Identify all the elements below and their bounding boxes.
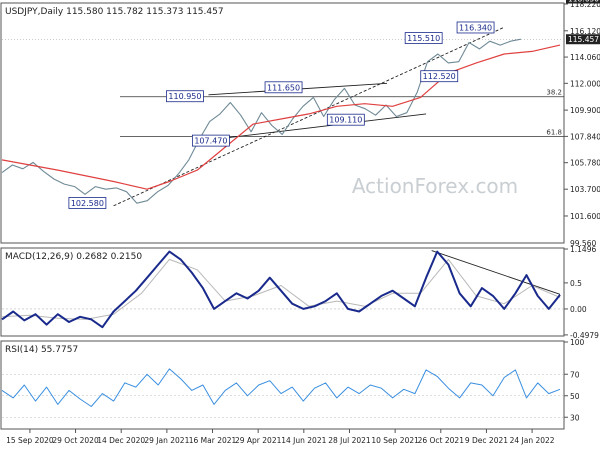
- rsi-header: RSI(14) 55.7757: [5, 345, 78, 355]
- annotation-label: 112.520: [423, 72, 456, 81]
- y-tick-label: 0.00: [570, 305, 587, 314]
- y-tick-label: 109.900: [570, 106, 600, 115]
- rsi-line: [1, 368, 561, 407]
- annotation-box: [191, 134, 230, 147]
- macd-header: MACD(12,26,9) 0.2682 0.2150: [5, 252, 142, 262]
- y-tick-label: -0.4979: [570, 331, 599, 340]
- signal-line: [1, 258, 561, 320]
- x-tick-label: 14 Dec 2020: [97, 436, 145, 445]
- level-label: 118.650: [568, 0, 599, 4]
- y-tick-label: 107.840: [570, 132, 600, 141]
- y-tick-label: 103.700: [570, 185, 600, 194]
- x-tick-label: 9 Dec 2021: [465, 436, 508, 445]
- rising-trendline-dotted: [113, 26, 505, 207]
- macd-panel-frame: [0, 247, 565, 337]
- channel-lower-line: [202, 113, 427, 142]
- annotation-label: 115.510: [407, 34, 440, 43]
- annotation-label: 102.580: [71, 199, 104, 208]
- y-tick-label: 50: [570, 392, 580, 401]
- annotation-box: [404, 32, 443, 44]
- annotation-box: [264, 81, 303, 94]
- rsi-layer: 100 70 50 30: [1, 338, 585, 422]
- fib-level-label: 61.8: [546, 128, 562, 136]
- price-layer: 101.600 103.700 105.780 107.840 109.900 112.0…: [1, 0, 600, 248]
- annotation-label: 116.340: [459, 23, 492, 32]
- price-line: [1, 38, 522, 204]
- annotation-box: [326, 113, 365, 126]
- y-tick-label: 70: [570, 370, 580, 379]
- annotation-label: 109.110: [329, 116, 362, 125]
- y-bottom-label: 99.560: [570, 239, 596, 248]
- x-tick-label: 15 Sep 2020: [6, 436, 54, 445]
- fib-level-label: 38.2: [546, 89, 562, 97]
- x-tick-label: 28 Jul 2021: [328, 436, 371, 445]
- macd-line: [1, 250, 561, 329]
- x-tick-label: 29 Jan 2021: [144, 436, 189, 445]
- current-price-label: 115.457: [568, 35, 599, 44]
- y-tick-label: 0.5: [570, 279, 582, 288]
- y-tick-label: 116.120: [570, 27, 600, 36]
- x-tick-label: 29 Apr 2021: [235, 436, 282, 445]
- x-tick-label: 24 Jan 2022: [510, 436, 555, 445]
- y-tick-label: 118.220: [570, 0, 600, 9]
- annotation-box: [166, 90, 204, 103]
- price-panel-frame: [0, 2, 565, 244]
- annotation-box: [68, 197, 107, 209]
- watermark: ActionForex.com: [352, 174, 518, 198]
- annotation-box: [456, 21, 495, 34]
- price-header: USDJPY,Daily 115.580 115.782 115.373 115…: [5, 7, 224, 17]
- annotation-label: 110.950: [168, 92, 201, 101]
- x-tick-label: 16 Mar 2021: [189, 436, 237, 445]
- y-tick-label: 112.000: [570, 79, 600, 88]
- x-tick-label: 29 Oct 2020: [52, 436, 99, 445]
- annotation-label: 111.650: [267, 83, 300, 92]
- y-tick-label: 100: [570, 338, 585, 347]
- annotation-label: 107.470: [194, 137, 227, 146]
- x-tick-label: 14 Jun 2021: [281, 436, 326, 445]
- y-tick-label: 114.060: [570, 53, 600, 62]
- rsi-panel-frame: [0, 340, 565, 430]
- y-tick-label: 30: [570, 413, 580, 422]
- x-tick-label: 10 Sep 2021: [371, 436, 419, 445]
- macd-layer: 1.1496 0.5 0.00 -0.4979: [1, 245, 599, 340]
- y-tick-label: 105.780: [570, 159, 600, 168]
- level-label-box: [566, 0, 600, 4]
- y-tick-label: 1.1496: [570, 245, 596, 254]
- y-tick-label: 101.600: [570, 212, 600, 221]
- current-price-box: [566, 34, 600, 45]
- annotation-box: [420, 70, 459, 83]
- moving-average-line: [1, 44, 561, 190]
- macd-trendline: [431, 250, 561, 295]
- x-tick-label: 26 Oct 2021: [418, 436, 465, 445]
